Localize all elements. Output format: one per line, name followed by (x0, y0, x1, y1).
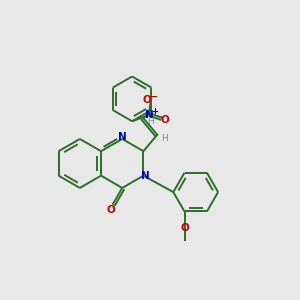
Text: N: N (141, 171, 149, 181)
Text: H: H (161, 134, 168, 143)
Text: O: O (107, 205, 116, 215)
Text: O: O (180, 223, 189, 233)
Text: N: N (118, 133, 127, 142)
Text: H: H (148, 117, 154, 126)
Text: O: O (160, 115, 169, 125)
Text: O: O (143, 95, 152, 105)
Text: N: N (145, 110, 153, 120)
Text: +: + (151, 107, 158, 116)
Text: −: − (149, 92, 158, 101)
